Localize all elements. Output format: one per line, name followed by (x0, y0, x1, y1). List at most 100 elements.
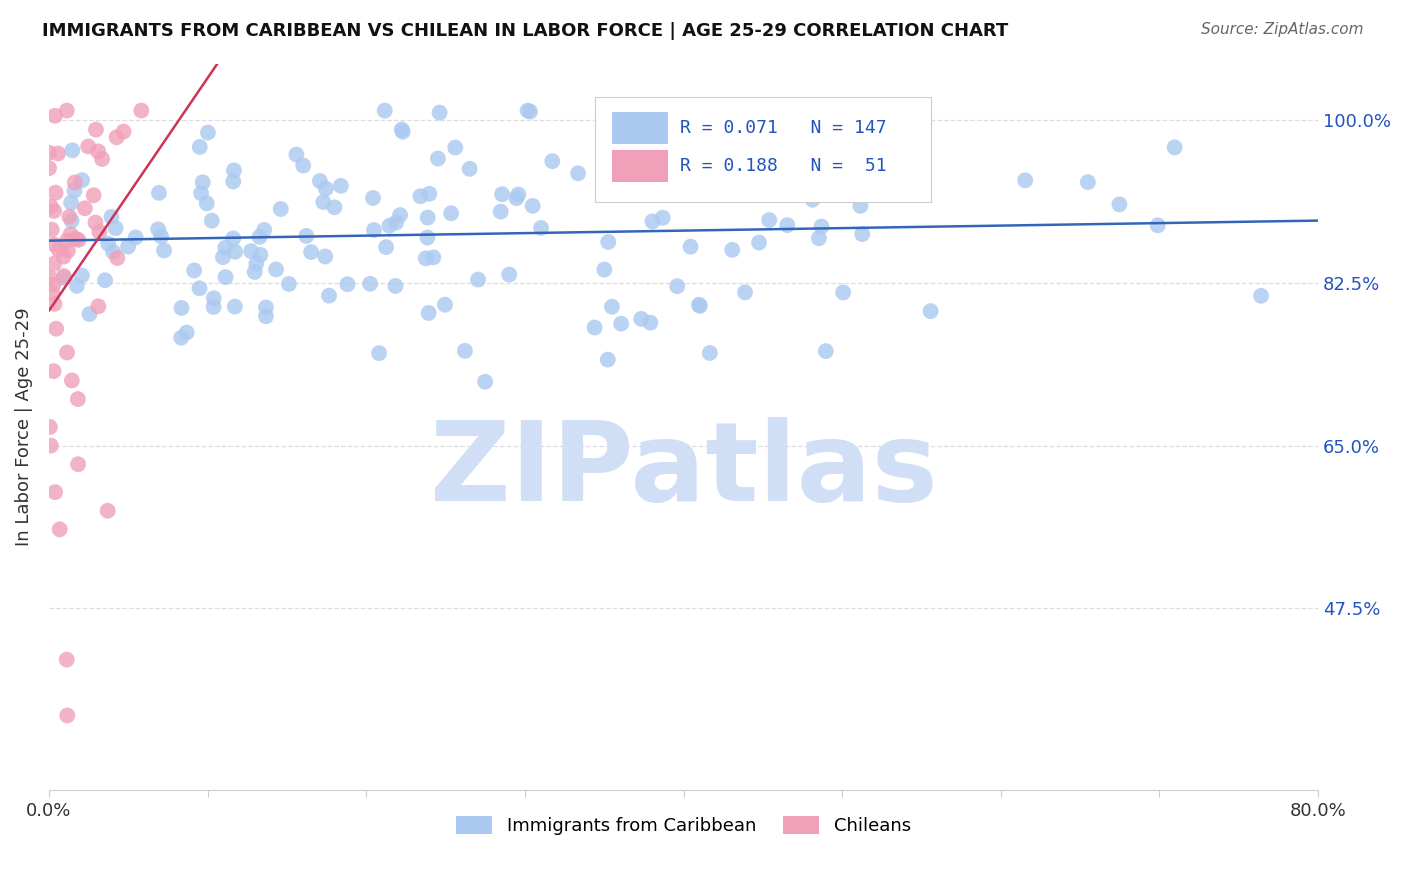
Point (249, 248, 271, 262)
Point (516, 103, 538, 118)
Point (610, 317, 633, 331)
Point (67, 457, 90, 471)
Point (97, 236, 120, 251)
Point (312, 194, 335, 209)
Point (363, 223, 385, 237)
Text: Source: ZipAtlas.com: Source: ZipAtlas.com (1201, 22, 1364, 37)
Point (665, 120, 688, 135)
Point (124, 230, 146, 244)
Point (920, 304, 942, 318)
Point (837, 140, 859, 154)
Point (498, 268, 520, 282)
Point (758, 213, 780, 227)
Point (46, 146, 69, 161)
Point (734, 285, 756, 300)
Point (433, 298, 456, 312)
Point (202, 300, 225, 314)
Point (44, 109, 66, 123)
Point (505, 191, 527, 205)
Point (52, 250, 75, 264)
Point (101, 244, 124, 259)
Point (254, 310, 277, 324)
Point (100, 210, 122, 224)
Point (315, 181, 337, 195)
Point (849, 199, 872, 213)
Point (73, 202, 96, 216)
Point (596, 142, 619, 156)
Point (720, 180, 742, 194)
Point (593, 262, 616, 277)
Point (418, 186, 440, 201)
Point (153, 244, 176, 258)
Point (41, 222, 63, 236)
Point (467, 272, 489, 286)
Point (38, 270, 60, 285)
Point (491, 187, 513, 202)
Point (59, 227, 82, 242)
Point (214, 270, 236, 285)
Point (765, 185, 787, 199)
Point (422, 251, 444, 265)
Point (748, 235, 770, 250)
Point (45, 322, 67, 336)
Point (567, 166, 589, 180)
Point (368, 346, 391, 360)
Point (39, 439, 62, 453)
Point (1108, 197, 1130, 211)
Y-axis label: In Labor Force | Age 25-29: In Labor Force | Age 25-29 (15, 308, 32, 546)
Point (79, 307, 101, 321)
Point (277, 277, 299, 291)
Point (42, 364, 65, 378)
Point (522, 199, 544, 213)
Point (807, 231, 830, 245)
Point (851, 227, 873, 241)
Point (84, 122, 107, 136)
Point (409, 189, 432, 203)
Point (583, 320, 606, 334)
Point (444, 140, 467, 154)
Point (309, 174, 332, 188)
Point (1014, 173, 1036, 187)
Point (359, 277, 381, 291)
Point (249, 230, 271, 244)
Point (391, 122, 413, 136)
Point (830, 152, 852, 166)
Point (63, 176, 86, 190)
Text: R = 0.071   N = 147: R = 0.071 N = 147 (679, 119, 886, 137)
Point (44, 297, 66, 311)
Point (361, 191, 384, 205)
Point (105, 130, 128, 145)
Point (689, 299, 711, 313)
Point (188, 140, 211, 154)
Point (197, 126, 219, 140)
Point (474, 375, 496, 389)
Point (38, 145, 60, 160)
Point (224, 244, 246, 259)
Point (508, 187, 530, 202)
Point (458, 161, 481, 176)
Point (188, 281, 211, 295)
Point (416, 211, 439, 225)
Point (1250, 289, 1272, 303)
Point (224, 300, 246, 314)
Point (191, 175, 214, 189)
Text: ZIPatlas: ZIPatlas (430, 417, 938, 524)
Point (60, 374, 83, 388)
Point (170, 331, 193, 345)
Point (1077, 175, 1099, 189)
Point (44, 485, 66, 500)
Point (374, 103, 396, 118)
Point (775, 186, 797, 201)
Point (38, 420, 60, 434)
Point (292, 159, 315, 173)
Point (45, 186, 67, 200)
Point (91, 152, 114, 166)
Point (214, 241, 236, 255)
Point (264, 262, 287, 277)
Point (814, 344, 837, 359)
Point (489, 204, 512, 219)
Point (598, 235, 620, 249)
Point (195, 196, 218, 211)
Point (60, 195, 83, 210)
Point (56, 244, 79, 258)
